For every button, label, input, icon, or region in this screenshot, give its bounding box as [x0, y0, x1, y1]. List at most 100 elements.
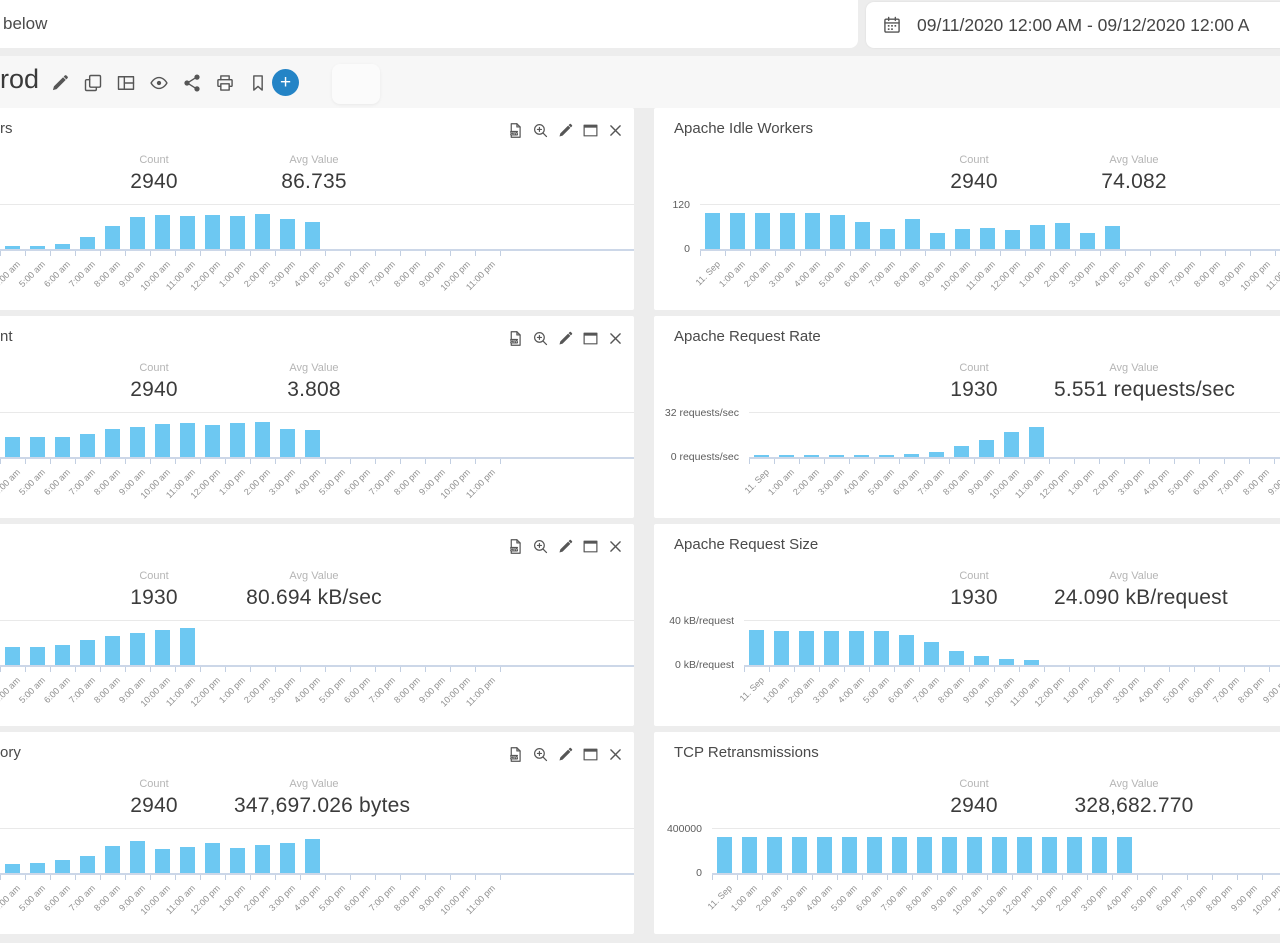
bar[interactable]: [54, 645, 70, 665]
bar[interactable]: [953, 446, 969, 457]
bar[interactable]: [766, 837, 782, 873]
bar[interactable]: [179, 423, 195, 457]
bar[interactable]: [154, 849, 170, 873]
bar[interactable]: [948, 651, 964, 665]
bar[interactable]: [154, 424, 170, 457]
bar[interactable]: [1054, 223, 1070, 249]
bar[interactable]: [129, 841, 145, 873]
bar[interactable]: [1041, 837, 1057, 873]
bar[interactable]: [1116, 837, 1132, 873]
bar[interactable]: [254, 422, 270, 457]
bar[interactable]: [79, 237, 95, 249]
bar[interactable]: [1104, 226, 1120, 249]
bar[interactable]: [204, 215, 220, 249]
bar[interactable]: [129, 217, 145, 249]
export-csv-icon[interactable]: CSV: [507, 746, 524, 763]
bar[interactable]: [898, 635, 914, 665]
bar[interactable]: [1079, 233, 1095, 249]
bar[interactable]: [104, 846, 120, 873]
close-icon[interactable]: [607, 538, 624, 555]
bar[interactable]: [154, 630, 170, 665]
bar[interactable]: [29, 647, 45, 665]
bar[interactable]: [979, 228, 995, 249]
bar[interactable]: [729, 213, 745, 249]
edit-icon[interactable]: [557, 746, 574, 763]
export-csv-icon[interactable]: CSV: [507, 538, 524, 555]
bar[interactable]: [804, 213, 820, 249]
bar[interactable]: [716, 837, 732, 873]
bar[interactable]: [754, 213, 770, 249]
bar[interactable]: [279, 429, 295, 457]
bar[interactable]: [823, 631, 839, 665]
bar[interactable]: [929, 233, 945, 249]
bar[interactable]: [1028, 427, 1044, 457]
edit-icon[interactable]: [557, 122, 574, 139]
bar[interactable]: [753, 455, 769, 457]
bar[interactable]: [29, 863, 45, 873]
edit-icon[interactable]: [557, 538, 574, 555]
close-icon[interactable]: [607, 746, 624, 763]
bar[interactable]: [204, 843, 220, 873]
bar[interactable]: [79, 640, 95, 665]
bar[interactable]: [873, 631, 889, 665]
bar[interactable]: [991, 837, 1007, 873]
edit-icon[interactable]: [50, 73, 70, 93]
bar[interactable]: [79, 434, 95, 457]
bar[interactable]: [254, 214, 270, 249]
bar[interactable]: [916, 837, 932, 873]
zoom-in-icon[interactable]: [532, 746, 549, 763]
bar[interactable]: [104, 226, 120, 249]
bar[interactable]: [4, 246, 20, 249]
duplicate-icon[interactable]: [83, 73, 103, 93]
expand-icon[interactable]: [582, 746, 599, 763]
bar[interactable]: [848, 631, 864, 665]
bar[interactable]: [279, 843, 295, 873]
bar[interactable]: [966, 837, 982, 873]
close-icon[interactable]: [607, 330, 624, 347]
bar[interactable]: [104, 429, 120, 457]
bar[interactable]: [1091, 837, 1107, 873]
bar[interactable]: [54, 244, 70, 249]
bar[interactable]: [1003, 432, 1019, 457]
zoom-in-icon[interactable]: [532, 330, 549, 347]
view-icon[interactable]: [149, 73, 169, 93]
bar[interactable]: [879, 229, 895, 249]
bar[interactable]: [779, 213, 795, 249]
bar[interactable]: [878, 455, 894, 457]
bar[interactable]: [54, 860, 70, 873]
search-bar[interactable]: below: [0, 0, 858, 48]
bar[interactable]: [828, 455, 844, 457]
bar[interactable]: [229, 423, 245, 457]
bar[interactable]: [854, 222, 870, 249]
bar[interactable]: [304, 222, 320, 249]
bar[interactable]: [866, 837, 882, 873]
bar[interactable]: [54, 437, 70, 457]
print-icon[interactable]: [215, 73, 235, 93]
share-icon[interactable]: [182, 73, 202, 93]
bar[interactable]: [229, 216, 245, 249]
bar[interactable]: [704, 213, 720, 249]
bar[interactable]: [4, 864, 20, 873]
bar[interactable]: [129, 633, 145, 665]
bar[interactable]: [773, 631, 789, 665]
bar[interactable]: [279, 219, 295, 249]
bar[interactable]: [791, 837, 807, 873]
grid-icon[interactable]: [116, 73, 136, 93]
bar[interactable]: [923, 642, 939, 665]
date-range-picker[interactable]: 09/11/2020 12:00 AM - 09/12/2020 12:00 A: [866, 2, 1280, 48]
bar[interactable]: [891, 837, 907, 873]
bar[interactable]: [204, 425, 220, 457]
expand-icon[interactable]: [582, 330, 599, 347]
bar[interactable]: [903, 454, 919, 457]
bar[interactable]: [229, 848, 245, 873]
close-icon[interactable]: [607, 122, 624, 139]
bar[interactable]: [29, 437, 45, 457]
bar[interactable]: [798, 631, 814, 665]
bar[interactable]: [748, 630, 764, 665]
bar[interactable]: [179, 847, 195, 873]
bar[interactable]: [179, 216, 195, 249]
bar[interactable]: [741, 837, 757, 873]
bar[interactable]: [841, 837, 857, 873]
bar[interactable]: [129, 427, 145, 457]
bar[interactable]: [1023, 660, 1039, 665]
